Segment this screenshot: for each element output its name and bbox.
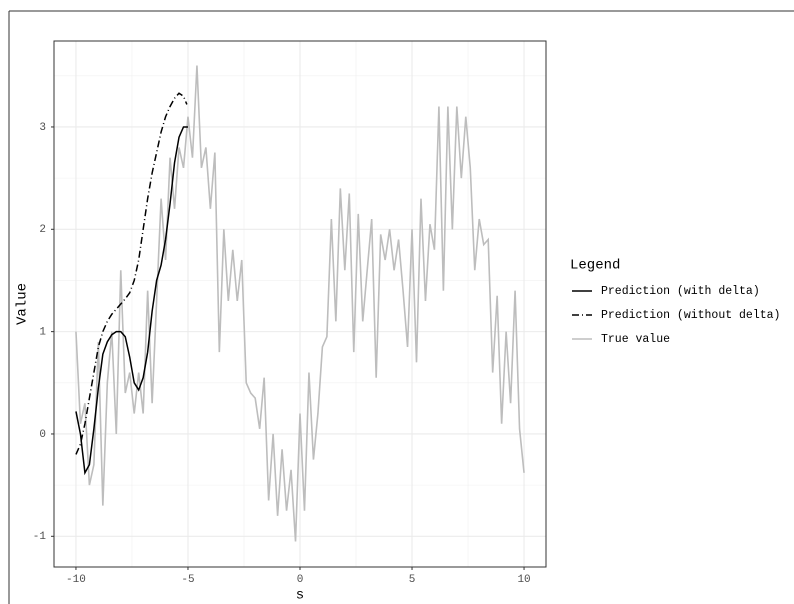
series-line [75,65,525,542]
x-tick-label: 5 [409,574,416,586]
x-tick-label: 10 [517,574,530,586]
y-tick-label: 1 [39,327,46,339]
x-tick-label: 0 [297,574,304,586]
y-tick-label: 2 [39,224,46,236]
x-tick-label: -5 [181,574,194,586]
legend: Prediction (with delta) Prediction (witho… [572,285,780,346]
y-axis-label: Value [15,283,31,325]
plot-lines [75,65,525,542]
y-tick-label: 3 [39,122,46,134]
legend-label: Prediction (without delta) [601,309,780,322]
x-tick-label: -10 [66,574,86,586]
x-axis-label: s [296,588,304,604]
grid [54,41,546,567]
series-line [75,126,188,476]
legend-label: Prediction (with delta) [601,285,760,298]
legend-title: Legend [570,258,620,274]
y-tick-label: 0 [39,429,46,441]
legend-label: True value [601,333,670,346]
series-line [75,92,188,455]
y-tick-label: -1 [33,531,47,543]
